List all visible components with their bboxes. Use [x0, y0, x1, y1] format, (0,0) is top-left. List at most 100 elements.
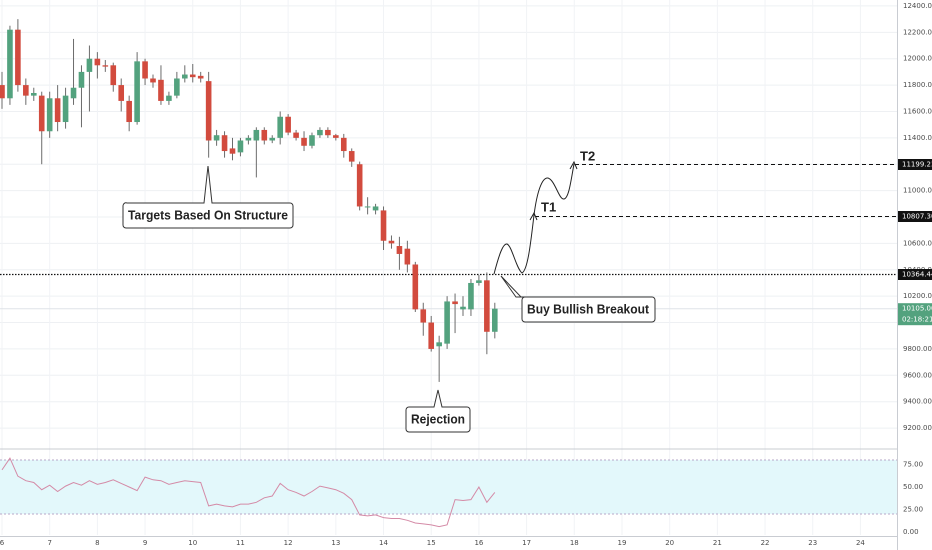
candle-body	[420, 309, 427, 323]
level-price-box	[898, 159, 932, 170]
candle-body	[30, 93, 37, 96]
candle-body	[340, 137, 347, 152]
level-price-label: 11199.23	[902, 161, 932, 169]
candle-body	[476, 280, 482, 283]
candle-body	[142, 61, 148, 79]
x-tick-label: 16	[474, 539, 483, 547]
x-tick-label: 10	[188, 539, 197, 547]
x-tick-label: 24	[856, 539, 865, 547]
y-tick-label: 12200.00	[903, 28, 932, 36]
candle-body	[134, 61, 140, 123]
candle-body	[293, 132, 299, 138]
projection-path	[493, 214, 535, 275]
candle-body	[118, 85, 125, 101]
candle-body	[213, 135, 220, 141]
candle-body	[317, 129, 323, 136]
level-price-label: 10807.30	[902, 213, 932, 221]
candle-body	[15, 29, 21, 86]
arrow-head	[569, 160, 578, 170]
indicator	[1, 457, 496, 528]
x-tick-label: 7	[47, 539, 51, 547]
candle-body	[396, 246, 403, 254]
candle-body	[364, 206, 371, 208]
candles	[0, 19, 498, 382]
candle-body	[444, 301, 450, 344]
indicator-line	[1, 457, 496, 528]
candle-body	[229, 148, 236, 154]
y-tick-label: 11400.00	[903, 134, 932, 142]
candle-body	[23, 85, 29, 96]
candle-body	[94, 58, 101, 66]
level-price-label: 10364.44	[902, 271, 932, 279]
y-tick-label: 11000.00	[903, 187, 932, 195]
candle-body	[62, 95, 69, 123]
last-price-label: 10105.00	[902, 305, 932, 313]
candle-body	[309, 135, 315, 146]
candle-body	[70, 87, 77, 99]
y-tick-label: 11800.00	[903, 81, 932, 89]
candle-body	[484, 280, 490, 332]
candle-body	[197, 75, 204, 79]
x-tick-label: 6	[0, 539, 5, 547]
candle-body	[126, 100, 132, 123]
x-tick-label: 12	[284, 539, 293, 547]
candle-body	[245, 137, 252, 141]
candle-body	[285, 116, 291, 133]
candle-body	[54, 98, 61, 123]
x-tick-label: 22	[761, 539, 770, 547]
y-tick-label: 9200.00	[903, 424, 932, 432]
x-tick-label: 15	[427, 539, 436, 547]
y-tick-label: 9800.00	[903, 345, 932, 353]
candle-body	[150, 78, 156, 83]
x-tick-label: 23	[808, 539, 817, 547]
countdown: 02:18:21	[902, 316, 932, 324]
candle-body	[46, 98, 53, 132]
indicator-tick-label: 50.00	[903, 483, 923, 491]
indicator-tick-label: 75.00	[903, 460, 923, 468]
candle-body	[404, 248, 411, 265]
candle-body	[269, 137, 276, 141]
x-tick-label: 20	[665, 539, 674, 547]
candle-body	[0, 85, 5, 99]
y-tick-label: 10600.00	[903, 239, 932, 247]
y-tick-label: 12000.00	[903, 55, 932, 63]
candle-body	[356, 164, 363, 207]
x-tick-label: 21	[713, 539, 722, 547]
candle-body	[412, 264, 419, 310]
y-tick-label: 9400.00	[903, 398, 932, 406]
y-tick-label: 12400.00	[903, 2, 932, 10]
indicator-tick-label: 25.00	[903, 506, 923, 514]
callout-text: Buy Bullish Breakout	[527, 301, 650, 316]
x-tick-label: 11	[236, 539, 245, 547]
candle-body	[86, 58, 93, 72]
candle-body	[158, 79, 164, 101]
projection-path	[533, 163, 575, 216]
candle-body	[237, 140, 244, 153]
candle-body	[380, 210, 387, 241]
candle-body	[372, 206, 379, 211]
x-tick-label: 17	[522, 539, 531, 547]
candle-body	[261, 129, 268, 141]
callout-text: Rejection	[411, 411, 465, 426]
x-tick-label: 14	[379, 539, 388, 547]
x-tick-label: 13	[331, 539, 340, 547]
target-label: T2	[580, 148, 595, 163]
callout-text: Targets Based On Structure	[128, 207, 288, 222]
candle-body	[38, 95, 45, 132]
indicator-band	[0, 459, 897, 515]
candle-body	[166, 95, 172, 101]
candle-body	[468, 282, 474, 310]
candle-body	[333, 135, 339, 138]
candle-body	[277, 116, 283, 138]
candle-body	[205, 81, 212, 141]
y-tick-label: 9600.00	[903, 371, 932, 379]
candle-body	[174, 78, 180, 96]
indicator-tick-label: 0.00	[903, 528, 919, 536]
callout	[405, 389, 471, 433]
candle-body	[428, 322, 435, 349]
last-price-box	[898, 303, 932, 326]
candle-body	[78, 71, 85, 88]
candle-body	[110, 65, 117, 86]
candle-body	[301, 137, 307, 146]
